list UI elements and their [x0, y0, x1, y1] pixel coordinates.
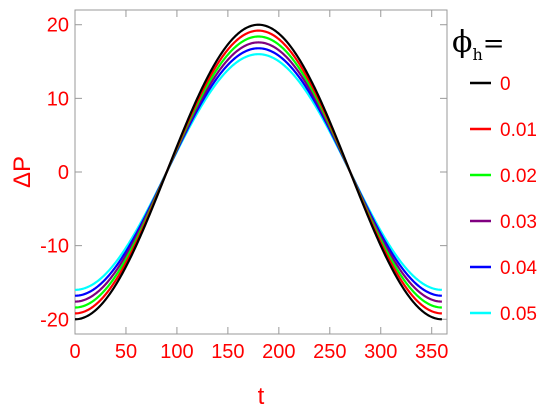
series-line-0 [74, 23, 442, 321]
legend-title-suffix: = [483, 29, 505, 59]
series-line-0.05 [74, 53, 442, 291]
series-line-0.04 [74, 47, 442, 297]
x-axis-label: t [258, 383, 265, 410]
y-axis-ticks: -20 -10 0 10 20 [40, 15, 447, 331]
legend-title: ϕh= [452, 25, 505, 64]
x-tick-label: 300 [364, 341, 397, 363]
plot-frame [74, 9, 448, 335]
x-tick-label: 350 [415, 341, 448, 363]
legend-label: 0.05 [500, 304, 537, 325]
series-line-0.02 [74, 35, 442, 309]
y-tick-label: 20 [47, 15, 69, 37]
legend-items: 0 0.01 0.02 0.03 0.04 0.05 [470, 74, 537, 325]
series-line-0.01 [74, 29, 442, 315]
series-lines [74, 23, 442, 321]
legend-title-subscript: h [472, 45, 482, 64]
y-tick-label: 0 [58, 162, 69, 184]
x-tick-label: 50 [115, 341, 137, 363]
x-tick-label: 0 [69, 341, 80, 363]
y-axis-label: ΔP [9, 156, 36, 188]
x-tick-label: 200 [262, 341, 295, 363]
legend-label: 0.01 [500, 120, 537, 141]
series-line-0.03 [74, 41, 442, 303]
x-axis-ticks: 0 50 100 150 200 250 300 350 [69, 10, 448, 363]
legend-label: 0.02 [500, 166, 537, 187]
x-tick-label: 250 [313, 341, 346, 363]
legend-label: 0 [500, 74, 511, 95]
legend-title-symbol: ϕ [452, 25, 472, 60]
y-tick-label: -10 [40, 236, 69, 258]
y-tick-label: 10 [47, 88, 69, 110]
legend-label: 0.03 [500, 212, 537, 233]
legend-label: 0.04 [500, 258, 537, 279]
x-tick-label: 100 [160, 341, 193, 363]
x-tick-label: 150 [211, 341, 244, 363]
y-tick-label: -20 [40, 309, 69, 331]
legend: ϕh= 0 0.01 0.02 0.03 0.04 0.05 [452, 25, 537, 325]
